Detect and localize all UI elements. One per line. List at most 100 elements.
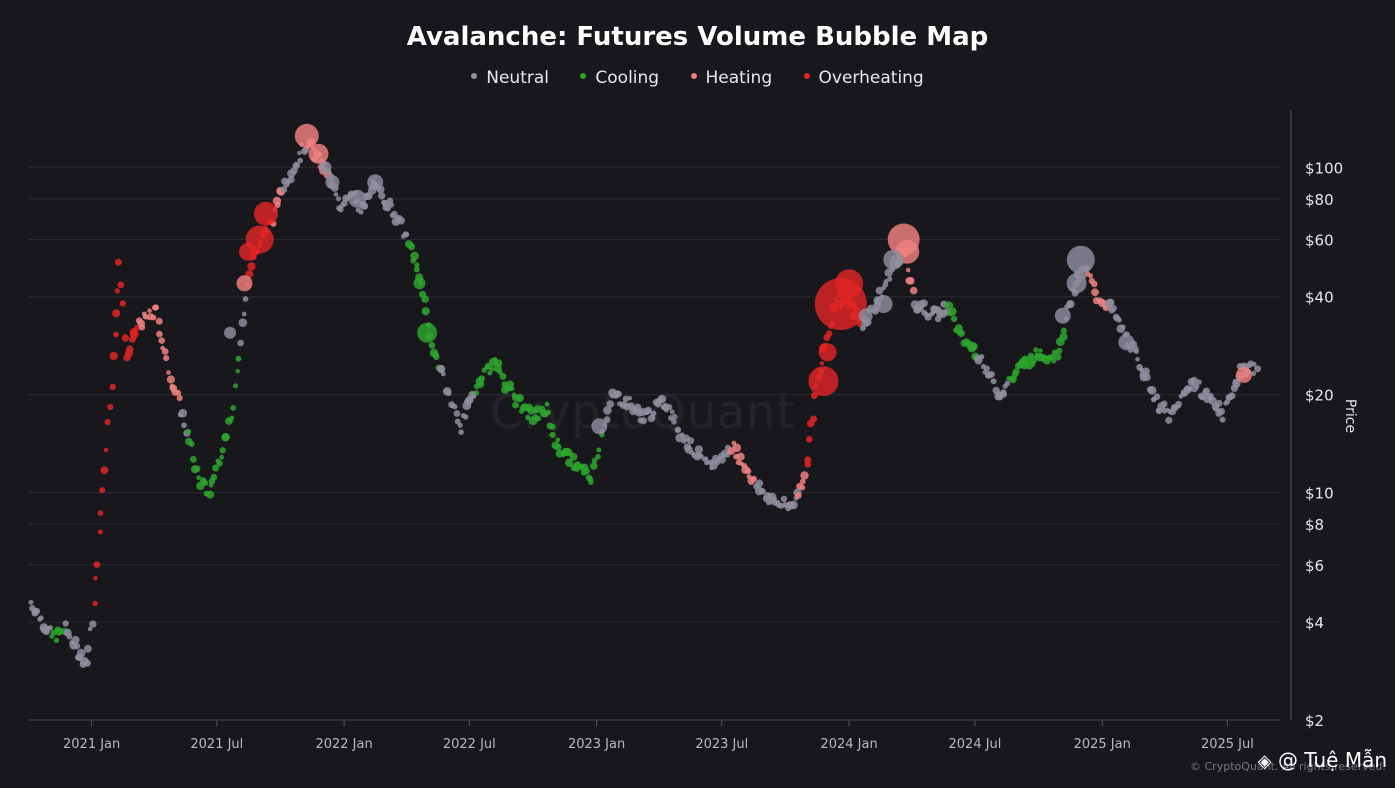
bubble bbox=[367, 174, 384, 191]
data-point bbox=[644, 406, 653, 415]
data-point bbox=[166, 375, 175, 384]
data-point bbox=[657, 394, 667, 404]
data-point bbox=[1012, 368, 1020, 376]
data-point bbox=[736, 452, 745, 461]
data-point bbox=[1066, 300, 1075, 309]
data-point bbox=[1088, 273, 1094, 279]
data-point bbox=[978, 354, 985, 360]
data-point bbox=[1196, 379, 1202, 385]
data-point bbox=[62, 620, 69, 627]
legend-item-cooling[interactable]: Cooling bbox=[580, 68, 659, 88]
data-point bbox=[153, 304, 159, 311]
data-point bbox=[800, 471, 809, 480]
data-point bbox=[202, 480, 209, 486]
data-point bbox=[176, 395, 183, 402]
data-point bbox=[437, 364, 446, 373]
y-axis: $2 $4 $6 $8 $10 $20 $40 $60 $80 $100 bbox=[1290, 110, 1343, 730]
data-point bbox=[84, 644, 92, 653]
data-point bbox=[396, 216, 405, 225]
data-point bbox=[887, 276, 893, 282]
data-point bbox=[181, 422, 187, 429]
data-point bbox=[212, 464, 220, 472]
data-point bbox=[97, 510, 104, 516]
data-point bbox=[1202, 387, 1211, 395]
data-point bbox=[241, 311, 247, 317]
data-point bbox=[1160, 400, 1168, 408]
data-point bbox=[413, 266, 420, 273]
data-point bbox=[229, 415, 235, 421]
data-point bbox=[1091, 280, 1098, 288]
bubble bbox=[1066, 273, 1087, 294]
y-tick-label: $10 bbox=[1305, 485, 1334, 503]
data-point bbox=[161, 348, 169, 355]
data-point bbox=[235, 369, 240, 374]
data-point bbox=[1038, 348, 1043, 353]
data-point bbox=[549, 423, 556, 430]
data-point bbox=[104, 419, 111, 426]
data-point bbox=[147, 308, 152, 314]
data-point bbox=[126, 345, 134, 353]
data-point bbox=[1147, 386, 1157, 395]
data-point bbox=[358, 209, 364, 215]
data-point bbox=[112, 309, 121, 318]
data-point bbox=[1228, 392, 1236, 400]
legend-item-neutral[interactable]: Neutral bbox=[471, 68, 549, 88]
data-point bbox=[1254, 365, 1262, 373]
data-point bbox=[499, 372, 507, 380]
bubble bbox=[348, 189, 367, 208]
data-point bbox=[84, 659, 91, 667]
legend-item-heating[interactable]: Heating bbox=[690, 68, 772, 88]
legend-item-overheating[interactable]: Overheating bbox=[803, 68, 924, 88]
legend-dot-icon bbox=[690, 73, 697, 79]
data-point bbox=[957, 329, 965, 337]
data-point bbox=[1232, 379, 1241, 388]
data-point bbox=[233, 383, 238, 389]
data-point bbox=[1051, 358, 1057, 364]
data-point bbox=[970, 343, 977, 350]
data-point bbox=[595, 453, 601, 460]
bubble bbox=[883, 249, 904, 270]
data-point bbox=[28, 599, 34, 605]
data-point bbox=[750, 475, 757, 482]
bubble bbox=[591, 418, 608, 435]
data-point bbox=[230, 405, 237, 411]
x-tick-label: 2023 Jan bbox=[568, 737, 625, 752]
data-point bbox=[1060, 327, 1067, 334]
data-point bbox=[508, 385, 515, 392]
bubble bbox=[308, 143, 329, 164]
data-point bbox=[166, 370, 171, 375]
data-point bbox=[421, 307, 430, 316]
data-point bbox=[458, 429, 464, 436]
data-point bbox=[407, 242, 416, 251]
legend-dot-icon bbox=[471, 73, 478, 79]
y-axis-label: Price bbox=[1342, 398, 1359, 434]
bubble bbox=[319, 161, 332, 174]
bubble bbox=[239, 242, 257, 261]
data-point bbox=[188, 441, 195, 447]
data-point bbox=[497, 369, 503, 375]
data-point bbox=[221, 433, 230, 442]
data-point bbox=[433, 353, 440, 361]
data-point bbox=[950, 315, 958, 322]
data-point bbox=[906, 277, 915, 285]
data-point bbox=[1251, 361, 1257, 367]
data-point bbox=[247, 262, 256, 271]
data-point bbox=[1165, 416, 1173, 424]
data-point bbox=[473, 390, 479, 396]
bubble bbox=[236, 275, 253, 292]
data-point bbox=[193, 465, 201, 473]
data-point bbox=[103, 447, 109, 453]
legend-dot-icon bbox=[580, 73, 587, 79]
data-point bbox=[983, 365, 991, 372]
bubble bbox=[1118, 334, 1135, 351]
bubble bbox=[858, 308, 873, 323]
data-point bbox=[554, 443, 562, 451]
data-point bbox=[988, 371, 995, 378]
data-point bbox=[704, 456, 709, 461]
data-point bbox=[622, 395, 630, 403]
data-point bbox=[238, 318, 248, 328]
copyright-text: © CryptoQuant. All rights reserved. bbox=[1190, 760, 1386, 773]
data-point bbox=[666, 404, 673, 411]
data-point bbox=[1217, 407, 1225, 415]
data-point bbox=[672, 413, 678, 420]
